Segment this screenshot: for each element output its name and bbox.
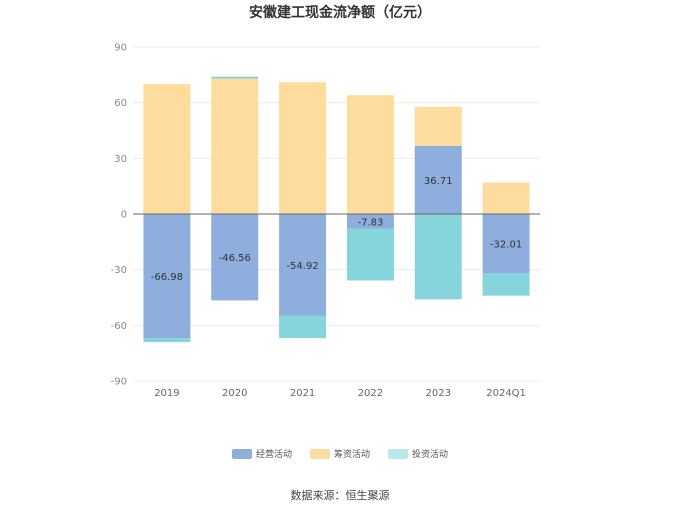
data-label: -66.98 — [151, 272, 183, 283]
x-tick-label: 2024Q1 — [486, 388, 526, 399]
data-label: -32.01 — [490, 240, 522, 251]
legend-item-financing[interactable]: 筹资活动 — [309, 447, 370, 460]
data-label: -7.83 — [357, 217, 383, 228]
bar-2-2021 — [279, 82, 327, 214]
bar-3-2021 — [279, 315, 327, 339]
bar-1-2020 — [211, 214, 259, 301]
legend-item-investing[interactable]: 投资活动 — [388, 447, 448, 460]
bar-2-2022 — [346, 95, 394, 214]
legend-label-financing: 筹资活动 — [333, 450, 370, 460]
data-label: -46.56 — [219, 253, 251, 264]
x-tick-label: 2021 — [290, 388, 315, 399]
legend-swatch-operating — [231, 448, 252, 459]
bar-1-2024Q1 — [482, 214, 530, 274]
bar-2-2019 — [143, 84, 191, 214]
legend-label-investing: 投资活动 — [412, 450, 449, 460]
y-tick-label: 60 — [114, 98, 127, 109]
bar-2-2024Q1 — [482, 182, 530, 214]
y-tick-label: 30 — [114, 154, 127, 165]
x-tick-label: 2020 — [222, 388, 247, 399]
y-tick-label: -30 — [111, 265, 127, 276]
data-source: 数据来源：恒生聚源 — [290, 489, 390, 502]
bar-3-2022 — [346, 228, 394, 281]
x-tick-label: 2019 — [154, 388, 179, 399]
bar-1-2019 — [143, 214, 191, 339]
bar-1-2023 — [414, 145, 462, 214]
legend-swatch-financing — [309, 448, 330, 459]
chart-title: 安徽建工现金流净额（亿元） — [249, 5, 431, 21]
data-label: -54.92 — [286, 261, 318, 272]
y-tick-label: -90 — [111, 377, 127, 388]
bar-3-2024Q1 — [482, 273, 530, 296]
y-tick-label: 0 — [121, 210, 127, 221]
y-tick-label: -60 — [111, 321, 127, 332]
chart-legend: 经营活动 筹资活动 投资活动 — [0, 447, 680, 460]
legend-swatch-investing — [388, 448, 408, 459]
x-tick-label: 2022 — [358, 388, 383, 399]
bar-3-2020 — [211, 76, 259, 79]
bar-3-2019 — [143, 338, 191, 342]
data-label: 36.71 — [424, 176, 453, 187]
bar-3-2023 — [414, 214, 462, 300]
bar-2-2020 — [211, 78, 259, 215]
bar-1-2022 — [346, 214, 394, 229]
bar-1-2021 — [279, 214, 327, 316]
bar-2-2023 — [414, 106, 462, 146]
y-tick-label: 90 — [114, 43, 127, 54]
legend-label-operating: 经营活动 — [255, 450, 292, 460]
x-tick-label: 2023 — [426, 388, 451, 399]
legend-item-operating[interactable]: 经营活动 — [231, 447, 292, 460]
